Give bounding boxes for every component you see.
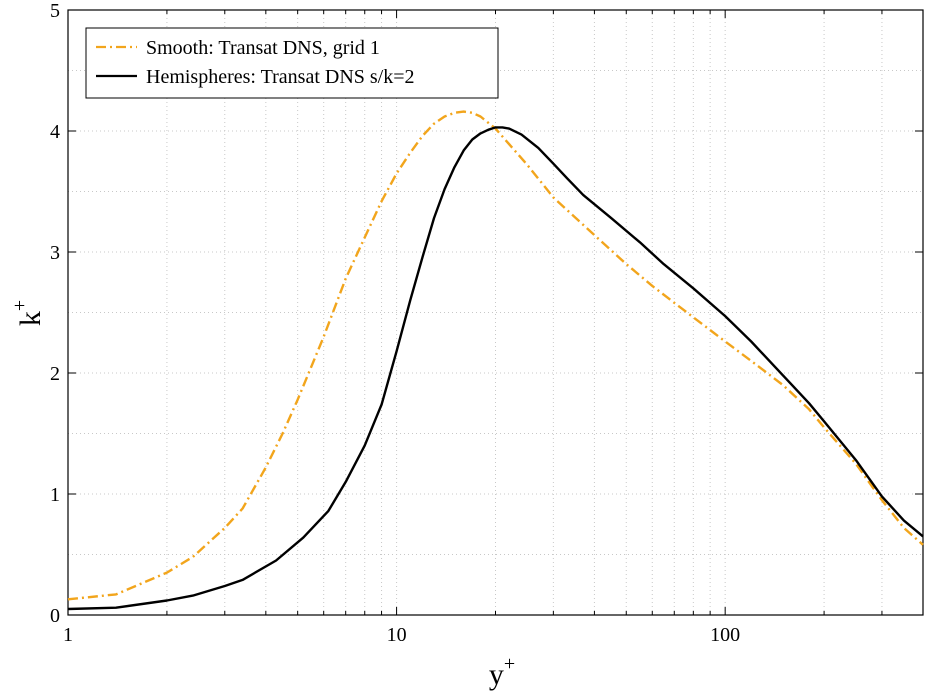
y-tick-label: 0 bbox=[50, 605, 60, 627]
grid bbox=[68, 10, 923, 615]
y-tick-label: 4 bbox=[50, 121, 60, 143]
x-tick-label: 1 bbox=[63, 624, 73, 646]
x-tick-label: 100 bbox=[710, 624, 740, 646]
y-tick-label: 3 bbox=[50, 242, 60, 264]
y-tick-label: 2 bbox=[50, 363, 60, 385]
legend-box bbox=[85, 27, 499, 99]
x-axis-title: y+ bbox=[489, 653, 515, 691]
legend-label-hemispheres: Hemispheres: Transat DNS s/k=2 bbox=[146, 66, 415, 88]
legend: Smooth: Transat DNS, grid 1 Hemispheres:… bbox=[85, 27, 499, 99]
series-line-hemispheres bbox=[67, 126, 924, 611]
legend-label-smooth: Smooth: Transat DNS, grid 1 bbox=[146, 37, 380, 59]
y-tick-label: 1 bbox=[50, 484, 60, 506]
series-layer bbox=[67, 110, 924, 611]
x-tick-label: 10 bbox=[387, 624, 407, 646]
y-tick-label: 5 bbox=[50, 0, 60, 22]
y-axis-title: k+ bbox=[9, 300, 47, 326]
series-line-smooth bbox=[67, 110, 924, 601]
